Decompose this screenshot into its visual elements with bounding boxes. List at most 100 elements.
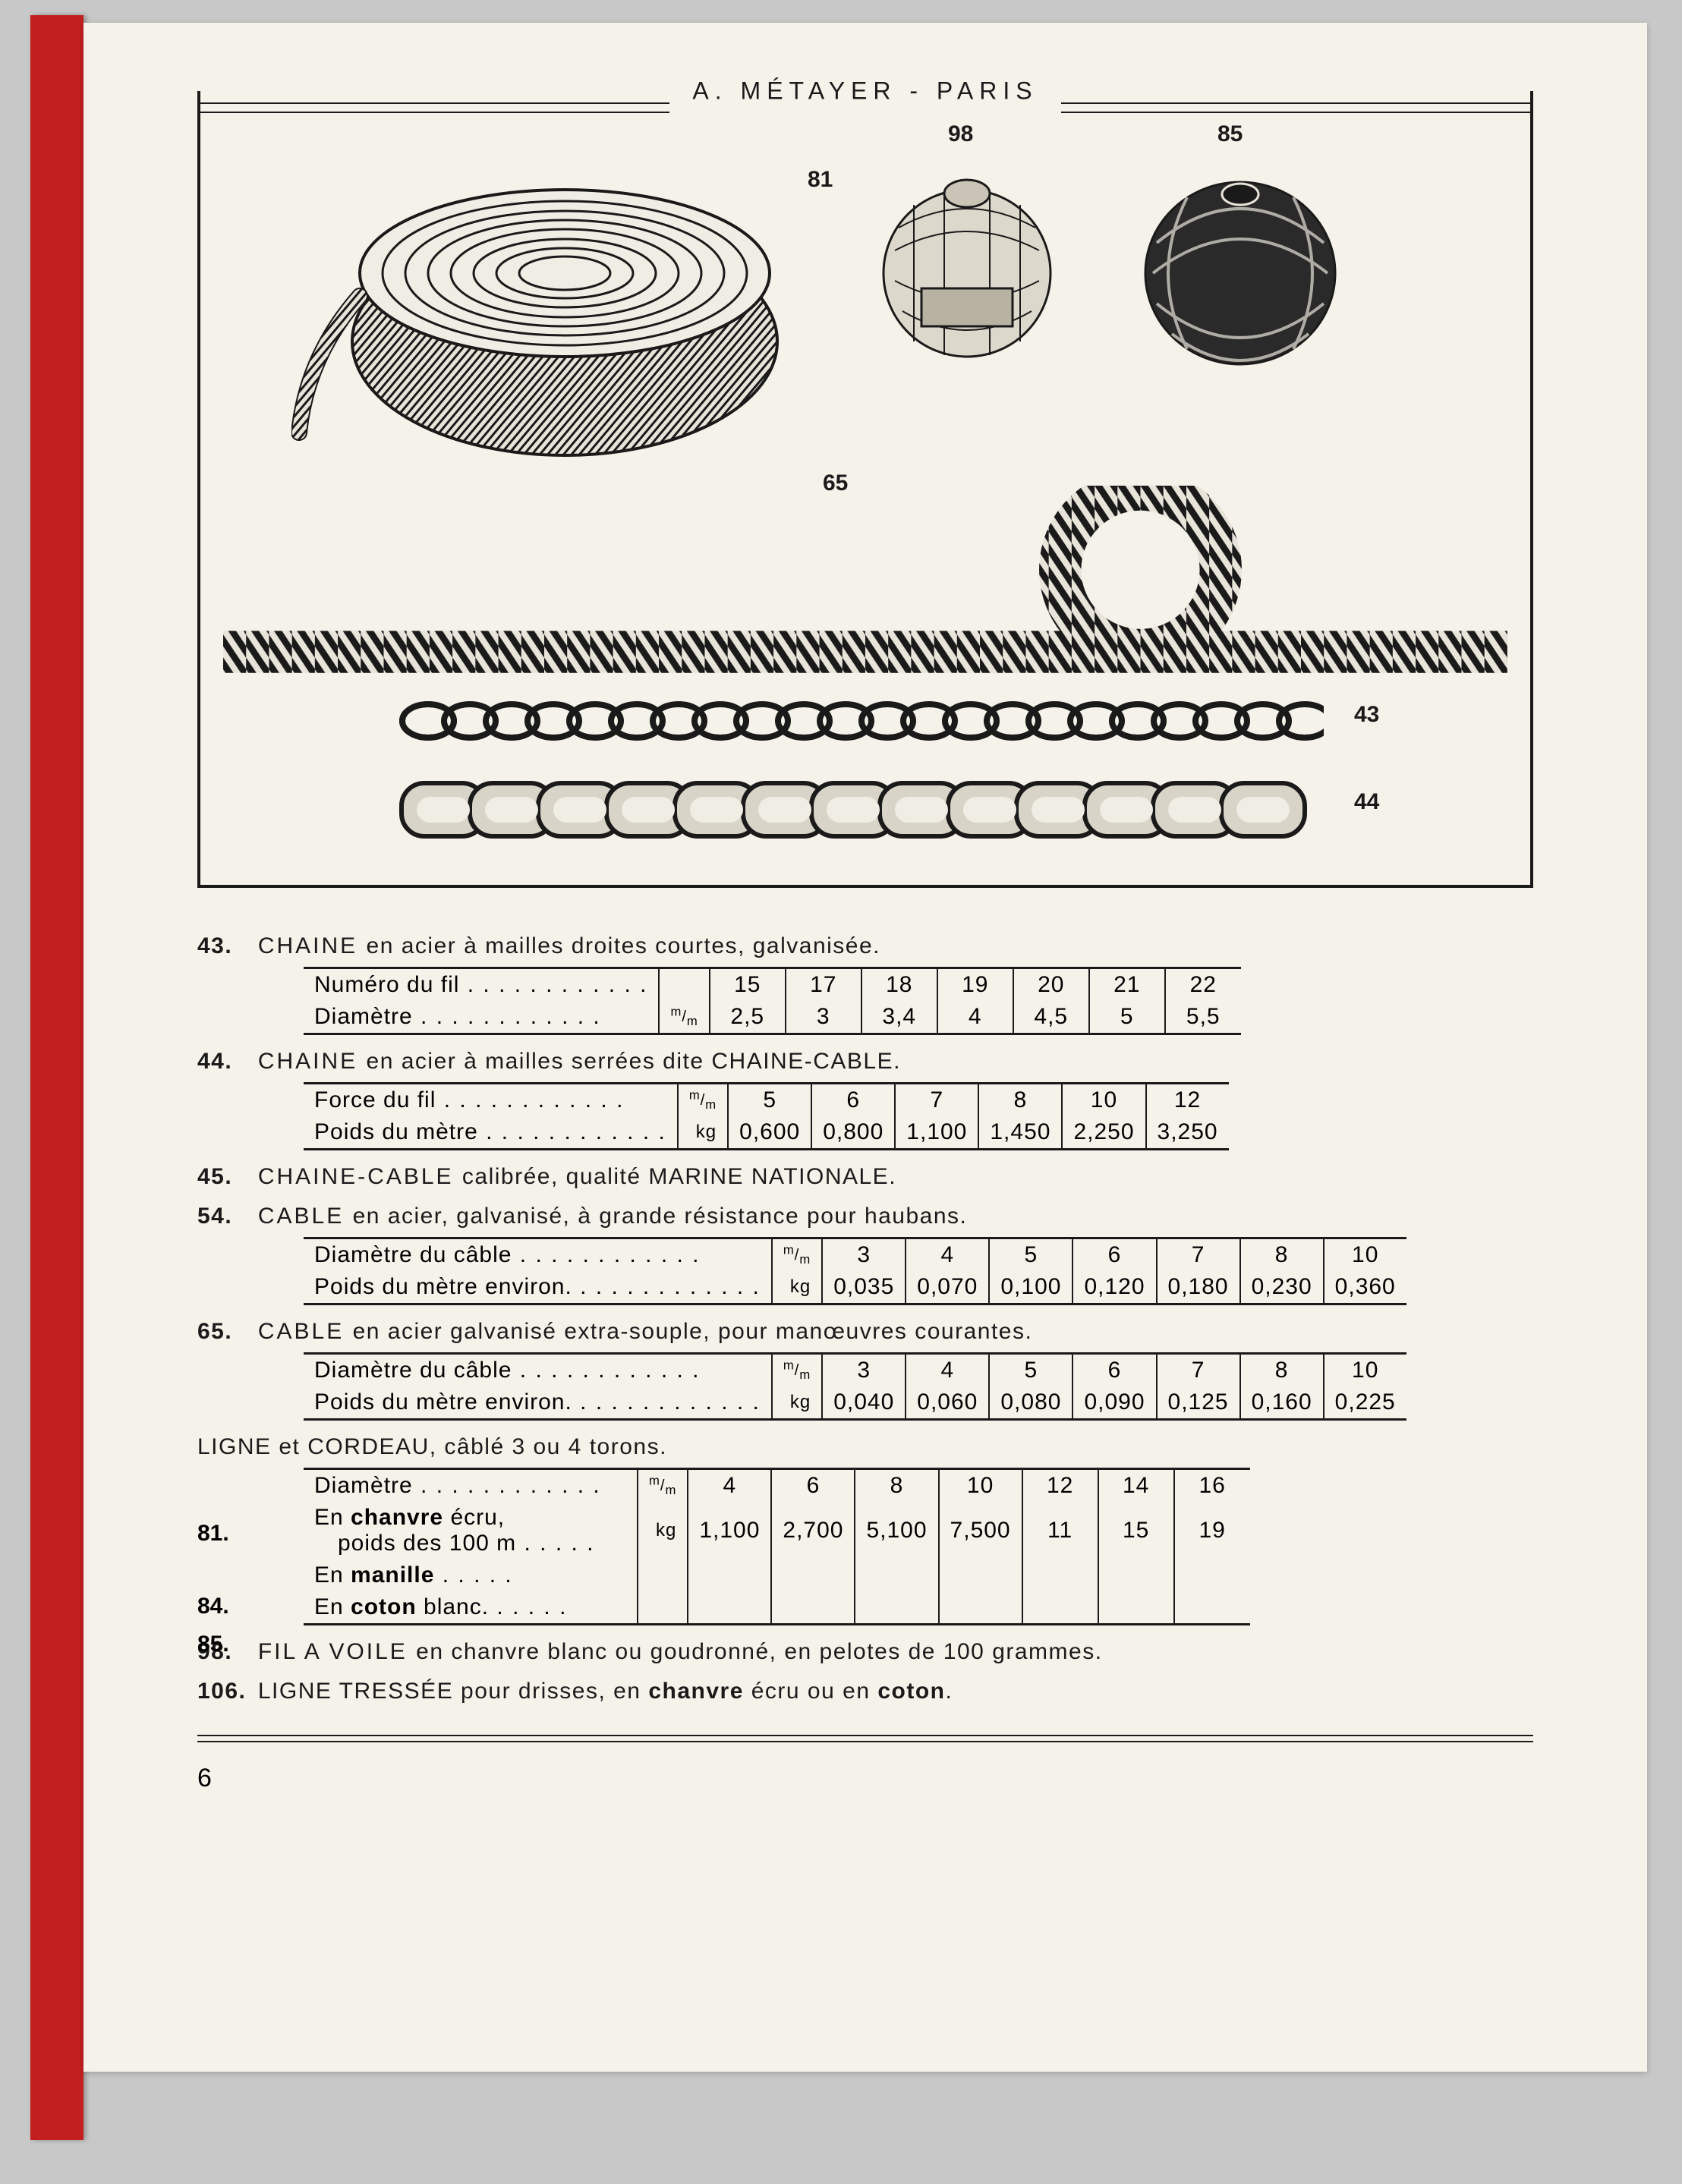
item-106-text: LIGNE TRESSÉE pour drisses, en chanvre é… (258, 1679, 953, 1704)
table-row: Diamètrem/m2,533,444,555,5 (304, 1001, 1241, 1034)
table-row-label: Diamètre du câble (304, 1238, 772, 1272)
label-81: 81 (808, 167, 833, 193)
table-cell: 4 (688, 1469, 771, 1503)
label-85: 85 (1217, 121, 1243, 147)
table-cell: 3 (822, 1354, 906, 1387)
table-cell: 0,160 (1240, 1386, 1324, 1420)
table-cell: 0,180 (1157, 1271, 1240, 1304)
table-cell (1098, 1591, 1174, 1625)
table-cell: 0,600 (728, 1116, 811, 1150)
item-54-text: en acier, galvanisé, à grande résistance… (353, 1204, 968, 1229)
table-cell (771, 1591, 855, 1625)
table-cell: 1,100 (895, 1116, 978, 1150)
table-cell (855, 1591, 938, 1625)
table-cell: 0,360 (1324, 1271, 1406, 1304)
item-98-text: en chanvre blanc ou goudronné, en pelote… (416, 1639, 1102, 1664)
table-cell: 12 (1146, 1084, 1229, 1117)
item-43-heading: 43. CHAINE en acier à mailles droites co… (197, 933, 1533, 959)
item-45-heading: 45. CHAINE-CABLE calibrée, qualité MARIN… (197, 1164, 1533, 1190)
table-row-label: Force du fil (304, 1084, 678, 1117)
item-65-table: Diamètre du câblem/m34567810Poids du mèt… (304, 1352, 1406, 1421)
table-row-unit (659, 968, 709, 1002)
table-cell: 15 (1098, 1502, 1174, 1559)
table-cell (1174, 1559, 1250, 1591)
table-cell (1174, 1591, 1250, 1625)
table-cell: 5,100 (855, 1502, 938, 1559)
illustration-rope-coil-81 (291, 144, 785, 470)
table-row-unit: kg (678, 1116, 728, 1150)
table-row: En manille (304, 1559, 1250, 1591)
table-row-label: Poids du mètre (304, 1116, 678, 1150)
table-cell: 15 (710, 968, 786, 1002)
table-row-label: Numéro du fil (304, 968, 659, 1002)
table-cell: 0,040 (822, 1386, 906, 1420)
table-cell: 1,100 (688, 1502, 771, 1559)
table-row-unit (638, 1559, 688, 1591)
illustration-rope-65 (223, 486, 1507, 683)
table-row: Numéro du fil15171819202122 (304, 968, 1241, 1002)
item-65-number: 65. (197, 1319, 250, 1345)
page: A. MÉTAYER - PARIS (83, 23, 1647, 2072)
table-cell (855, 1559, 938, 1591)
ligne-table-wrap: 81. 84. 85. Diamètrem/m46810121416En cha… (197, 1468, 1533, 1625)
item-65-text: en acier galvanisé extra-souple, pour ma… (353, 1319, 1033, 1344)
book-spine (30, 15, 83, 2140)
table-cell: 3 (822, 1238, 906, 1272)
item-45-number: 45. (197, 1164, 250, 1190)
table-cell: 8 (855, 1469, 938, 1503)
table-cell: 7,500 (939, 1502, 1022, 1559)
table-cell: 5 (1089, 1001, 1165, 1034)
item-45-lead: CHAINE-CABLE (258, 1164, 462, 1189)
side-num-85: 85. (197, 1625, 229, 1663)
table-cell: 3,250 (1146, 1116, 1229, 1150)
illustration-panel: A. MÉTAYER - PARIS (197, 91, 1533, 888)
table-cell: 0,225 (1324, 1386, 1406, 1420)
table-row: Poids du mètre environ.kg0,0350,0700,100… (304, 1271, 1406, 1304)
table-cell: 0,120 (1073, 1271, 1156, 1304)
side-num-84: 84. (197, 1588, 229, 1625)
table-cell: 4 (906, 1238, 989, 1272)
table-row: En coton blanc. (304, 1591, 1250, 1625)
label-65: 65 (823, 470, 848, 496)
table-cell: 21 (1089, 968, 1165, 1002)
table-cell: 10 (939, 1469, 1022, 1503)
table-row: Diamètre du câblem/m34567810 (304, 1238, 1406, 1272)
item-106-number: 106. (197, 1679, 250, 1704)
label-44: 44 (1354, 789, 1379, 815)
table-cell: 8 (1240, 1354, 1324, 1387)
table-cell: 0,100 (989, 1271, 1073, 1304)
item-65-lead: CABLE (258, 1319, 353, 1344)
table-cell: 2,700 (771, 1502, 855, 1559)
item-43-lead: CHAINE (258, 933, 367, 958)
item-98-heading: 98. FIL A VOILE en chanvre blanc ou goud… (197, 1639, 1533, 1665)
table-row-label: Poids du mètre environ. (304, 1386, 772, 1420)
table-cell: 8 (1240, 1238, 1324, 1272)
table-cell: 8 (978, 1084, 1062, 1117)
item-106-heading: 106. LIGNE TRESSÉE pour drisses, en chan… (197, 1679, 1533, 1704)
table-row-label: En coton blanc. (304, 1591, 638, 1625)
table-cell: 7 (895, 1084, 978, 1117)
table-cell: 10 (1324, 1354, 1406, 1387)
table-cell: 0,070 (906, 1271, 989, 1304)
item-65-heading: 65. CABLE en acier galvanisé extra-soupl… (197, 1319, 1533, 1345)
item-44-lead: CHAINE (258, 1049, 367, 1074)
table-cell: 0,035 (822, 1271, 906, 1304)
table-row-label: En manille (304, 1559, 638, 1591)
item-54-number: 54. (197, 1204, 250, 1229)
table-row: Force du film/m56781012 (304, 1084, 1229, 1117)
table-cell: 5 (989, 1354, 1073, 1387)
table-row-unit: kg (772, 1271, 822, 1304)
ligne-heading-text: LIGNE et CORDEAU, câblé 3 ou 4 torons. (197, 1434, 667, 1459)
item-43-table: Numéro du fil15171819202122Diamètrem/m2,… (304, 967, 1241, 1035)
ligne-side-numbers: 81. 84. 85. (197, 1515, 229, 1663)
table-cell: 19 (1174, 1502, 1250, 1559)
item-44-table: Force du film/m56781012Poids du mètrekg0… (304, 1082, 1229, 1150)
table-row: Diamètre du câblem/m34567810 (304, 1354, 1406, 1387)
table-cell: 17 (786, 968, 861, 1002)
table-cell: 4 (937, 1001, 1013, 1034)
panel-title: A. MÉTAYER - PARIS (669, 77, 1060, 105)
footer-rule (197, 1735, 1533, 1741)
table-cell: 19 (937, 968, 1013, 1002)
table-cell: 10 (1062, 1084, 1145, 1117)
item-45-text: calibrée, qualité MARINE NATIONALE. (462, 1164, 896, 1189)
